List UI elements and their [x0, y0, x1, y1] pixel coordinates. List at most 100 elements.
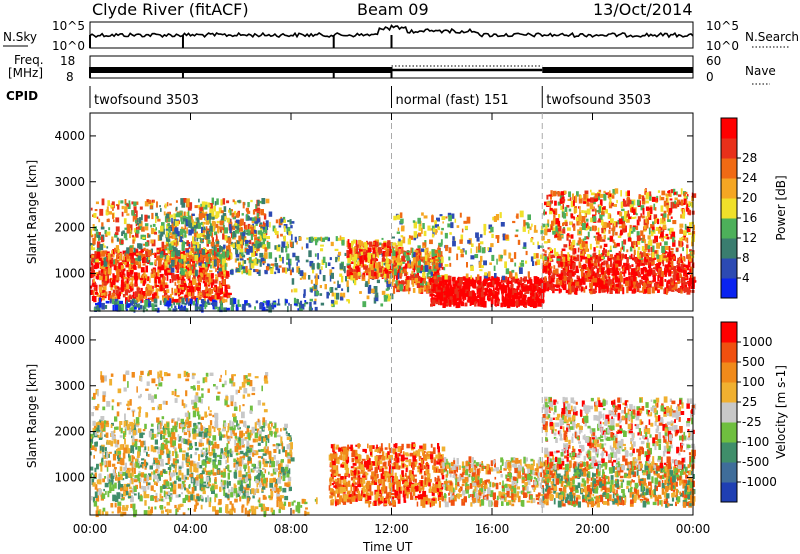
range-cell	[165, 213, 170, 219]
range-cell	[438, 242, 442, 247]
range-cell	[382, 272, 384, 278]
range-cell	[95, 201, 99, 205]
range-cell	[587, 231, 590, 238]
range-cell	[441, 216, 446, 220]
range-cell	[299, 236, 302, 241]
range-cell	[519, 289, 522, 294]
range-cell	[459, 301, 464, 304]
range-cell	[687, 254, 690, 260]
range-cell	[330, 272, 334, 279]
range-cell	[214, 246, 217, 253]
range-cell	[363, 255, 367, 260]
range-cell	[452, 281, 455, 284]
range-cell	[660, 286, 663, 290]
range-cell	[212, 283, 214, 286]
range-cell	[183, 211, 186, 216]
range-cell	[235, 253, 240, 258]
range-cell	[111, 292, 116, 297]
range-cell	[211, 249, 214, 255]
range-cell	[117, 276, 120, 281]
range-cell	[207, 253, 211, 257]
range-cell	[692, 231, 696, 236]
range-cell	[674, 283, 678, 290]
range-cell	[311, 263, 315, 270]
range-cell	[186, 258, 190, 262]
range-cell	[155, 293, 159, 298]
range-cell	[262, 226, 267, 230]
range-cell	[183, 255, 187, 262]
range-cell	[187, 263, 191, 268]
range-cell	[621, 265, 623, 269]
range-cell	[183, 263, 186, 268]
range-cell	[247, 223, 251, 230]
range-cell	[264, 252, 268, 259]
range-cell	[561, 276, 564, 280]
range-cell	[535, 292, 538, 296]
range-cell	[158, 230, 161, 234]
range-cell	[659, 270, 662, 277]
range-cell	[507, 277, 510, 283]
range-cell	[567, 288, 572, 295]
range-cell	[573, 257, 578, 261]
range-cell	[381, 257, 385, 262]
range-cell	[628, 256, 631, 259]
range-cell	[531, 296, 536, 299]
range-cell	[511, 276, 516, 283]
range-cell	[314, 253, 317, 257]
range-cell	[626, 199, 629, 207]
range-cell	[264, 270, 268, 275]
range-cell	[424, 260, 427, 267]
range-cell	[663, 213, 667, 218]
range-cell	[568, 242, 571, 247]
range-cell	[684, 268, 687, 272]
range-cell	[319, 285, 322, 289]
range-cell	[379, 267, 383, 273]
range-cell	[257, 243, 260, 249]
range-cell	[201, 249, 206, 255]
range-cell	[393, 215, 397, 221]
range-cell	[508, 280, 512, 285]
range-cell	[572, 198, 575, 206]
range-cell	[435, 228, 437, 235]
range-cell	[438, 249, 441, 255]
range-cell	[479, 283, 482, 290]
range-cell	[598, 249, 601, 257]
range-cell	[188, 222, 193, 228]
range-cell	[615, 231, 618, 236]
range-cell	[595, 273, 597, 278]
range-cell	[552, 227, 556, 234]
range-cell	[598, 254, 602, 257]
range-cell	[603, 271, 607, 276]
range-cell	[355, 244, 359, 247]
range-cell	[666, 202, 669, 206]
range-cell	[187, 289, 189, 296]
range-cell	[200, 253, 204, 261]
range-cell	[201, 263, 206, 268]
range-cell	[387, 295, 391, 302]
range-cell	[132, 215, 135, 222]
range-cell	[159, 273, 164, 278]
noise-trace-line	[89, 24, 694, 39]
range-cell	[186, 198, 190, 205]
range-cell	[205, 215, 207, 222]
range-cell	[481, 288, 484, 292]
range-cell	[361, 241, 364, 247]
range-cell	[91, 257, 95, 263]
range-cell	[324, 284, 327, 290]
range-cell	[583, 198, 586, 202]
range-cell	[104, 250, 108, 255]
range-cell	[183, 278, 186, 282]
range-cell	[588, 261, 591, 268]
range-cell	[124, 227, 127, 230]
range-cell	[153, 292, 157, 299]
range-cell	[329, 269, 333, 276]
range-cell	[240, 242, 244, 249]
range-cell	[166, 267, 170, 271]
range-cell	[187, 204, 190, 207]
range-cell	[290, 225, 293, 229]
range-cell	[553, 265, 556, 270]
range-cell	[603, 190, 606, 194]
range-cell	[414, 255, 418, 259]
range-cell	[622, 221, 625, 225]
range-cell	[179, 262, 183, 266]
